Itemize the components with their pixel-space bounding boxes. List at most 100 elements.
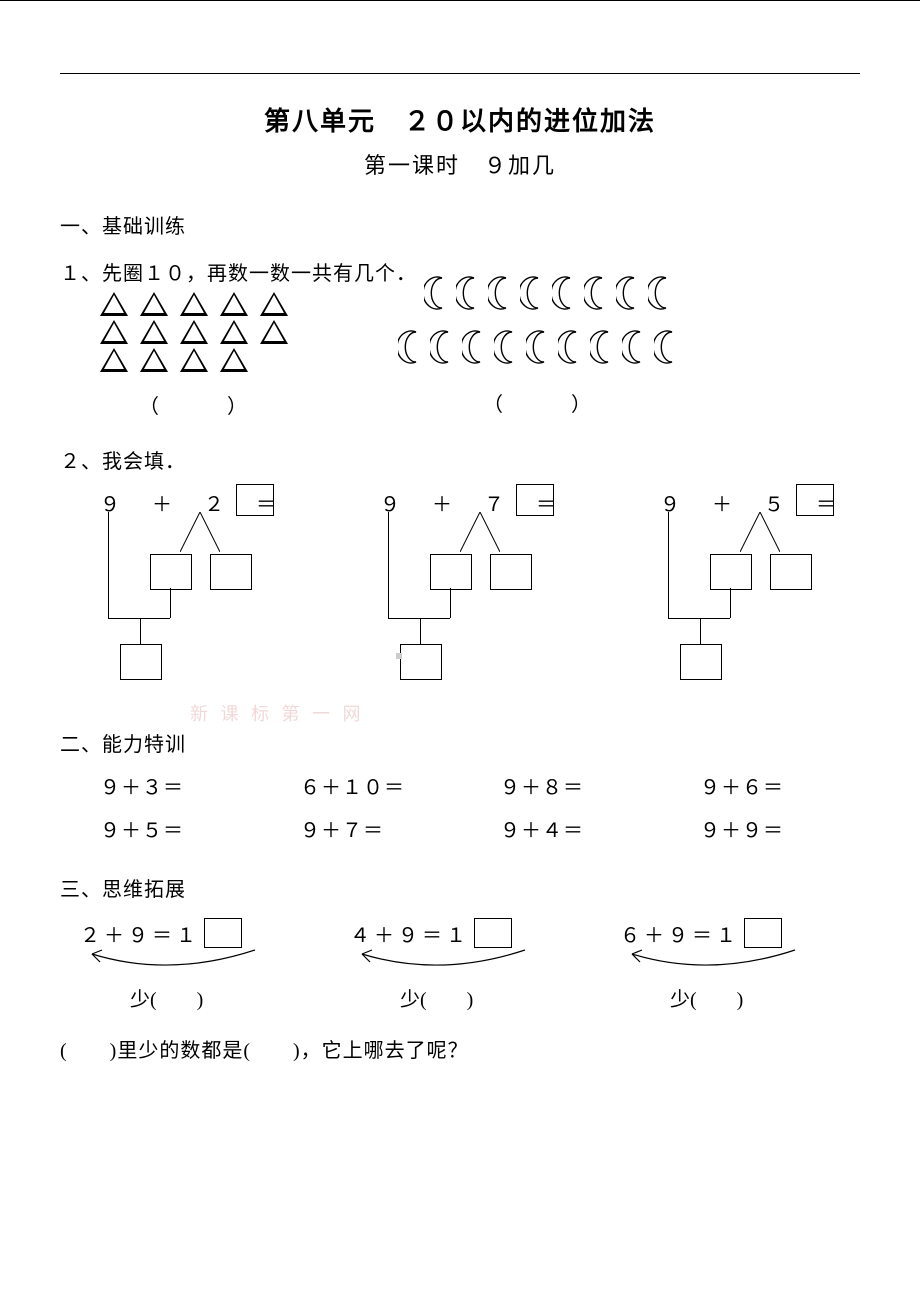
triangle-icon (100, 348, 128, 372)
connector-line (388, 512, 389, 618)
drill-line: ９＋５＝９＋７＝９＋４＝９＋９＝ (100, 814, 860, 843)
answer-box (236, 484, 274, 516)
less-label: 少( ) (670, 983, 840, 1012)
decomposition-diagram: ９ ＋ ５ ＝ (640, 488, 860, 698)
top-rule (60, 73, 860, 74)
part-box (490, 554, 532, 590)
extension-equation: ４＋９＝１ (350, 918, 570, 948)
extension-item: ２＋９＝１ 少( ) (80, 918, 300, 1012)
triangles-block: （ ） (100, 292, 288, 419)
extension-item: ４＋９＝１ 少( ) (350, 918, 570, 1012)
crescent-moon-icon (654, 330, 678, 364)
triangle-icon (100, 292, 128, 316)
drill-equation: ９＋７＝ (300, 814, 440, 843)
triangle-icon (260, 292, 288, 316)
crescent-moon-icon (494, 330, 518, 364)
crescent-moon-icon (590, 330, 614, 364)
split-lines (460, 512, 500, 552)
triangle-icon (180, 320, 208, 344)
less-label: 少( ) (130, 983, 300, 1012)
section-1-heading: 一、基础训练 (60, 210, 860, 239)
crescent-moon-icon (526, 330, 550, 364)
answer-box (474, 918, 512, 948)
answer-box (204, 918, 242, 948)
triangle-icon (140, 348, 168, 372)
part-box (430, 554, 472, 590)
crescent-moon-icon (552, 276, 576, 310)
section-3-heading: 三、思维拓展 (60, 873, 860, 902)
crescent-moon-icon (462, 330, 486, 364)
extension-equation: ６＋９＝１ (620, 918, 840, 948)
split-lines (180, 512, 220, 552)
extension-item: ６＋９＝１ 少( ) (620, 918, 840, 1012)
curved-arrow-icon (80, 948, 300, 977)
triangle-icon (180, 292, 208, 316)
triangle-icon (140, 292, 168, 316)
part-box (770, 554, 812, 590)
crescent-moon-icon (430, 330, 454, 364)
drill-equation: ９＋５＝ (100, 814, 240, 843)
final-question: ( )里少的数都是( )，它上哪去了呢？ (60, 1034, 860, 1063)
crescent-moon-icon (488, 276, 512, 310)
moon-row (398, 276, 678, 310)
triangle-icon (180, 348, 208, 372)
moon-row (398, 330, 678, 364)
moons-answer-paren: （ ） (483, 388, 593, 417)
unit-title: 第八单元 ２０以内的进位加法 (60, 101, 860, 138)
connector-line (170, 588, 171, 618)
answer-box (744, 918, 782, 948)
lesson-subtitle: 第一课时 ９加几 (60, 148, 860, 180)
triangle-row (100, 292, 288, 316)
connector-line (108, 512, 109, 618)
connector-line (730, 588, 731, 618)
drill-equation: ９＋６＝ (700, 771, 840, 800)
sum-box (400, 644, 442, 680)
worksheet-page: 第八单元 ２０以内的进位加法 第一课时 ９加几 一、基础训练 １、先圈１０，再数… (0, 0, 920, 1302)
connector-line (420, 618, 421, 644)
answer-box (796, 484, 834, 516)
connector-line (668, 512, 669, 618)
drill-equation: ６＋１０＝ (300, 771, 440, 800)
triangles-answer-paren: （ ） (139, 390, 249, 419)
drill-block: ９＋３＝６＋１０＝９＋８＝９＋６＝９＋５＝９＋７＝９＋４＝９＋９＝ (100, 771, 860, 843)
sum-box (120, 644, 162, 680)
section-2-heading: 二、能力特训 (60, 728, 186, 757)
triangle-icon (260, 320, 288, 344)
stray-mark (396, 653, 402, 659)
connector-line (450, 588, 451, 618)
connector-line (388, 618, 450, 619)
part-box (710, 554, 752, 590)
triangle-icon (220, 292, 248, 316)
curved-arrow-icon (620, 948, 840, 977)
decomposition-row: ９ ＋ ２ ＝９ ＋ ７ ＝９ ＋ ５ ＝ (80, 488, 860, 698)
extension-equation: ２＋９＝１ (80, 918, 300, 948)
drill-equation: ９＋８＝ (500, 771, 640, 800)
connector-line (108, 618, 170, 619)
answer-box (516, 484, 554, 516)
connector-line (668, 618, 730, 619)
crescent-moon-icon (616, 276, 640, 310)
drill-equation: ９＋４＝ (500, 814, 640, 843)
drill-equation: ９＋３＝ (100, 771, 240, 800)
triangle-icon (220, 348, 248, 372)
split-lines (740, 512, 780, 552)
less-label: 少( ) (400, 983, 570, 1012)
curved-arrow-icon (350, 948, 570, 977)
triangle-icon (220, 320, 248, 344)
moons-block: （ ） (398, 276, 678, 417)
decomposition-diagram: ９ ＋ ７ ＝ (360, 488, 580, 698)
sum-box (680, 644, 722, 680)
crescent-moon-icon (622, 330, 646, 364)
question-2-text: ２、我会填． (60, 445, 860, 474)
crescent-moon-icon (584, 276, 608, 310)
triangle-row (100, 348, 288, 372)
triangle-icon (100, 320, 128, 344)
part-box (150, 554, 192, 590)
crescent-moon-icon (648, 276, 672, 310)
triangle-row (100, 320, 288, 344)
crescent-moon-icon (424, 276, 448, 310)
connector-line (140, 618, 141, 644)
crescent-moon-icon (456, 276, 480, 310)
connector-line (700, 618, 701, 644)
crescent-moon-icon (520, 276, 544, 310)
